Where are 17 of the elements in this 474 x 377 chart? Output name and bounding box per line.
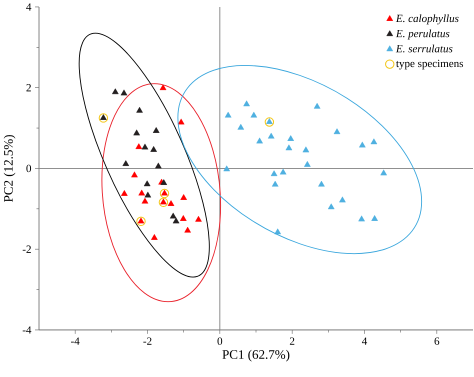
y-axis-title: PC2 (12.5%) bbox=[4, 135, 16, 202]
legend-label: E. calophyllus bbox=[396, 14, 459, 24]
y-tick-label: 2 bbox=[26, 84, 31, 92]
legend-label: E. perulatus bbox=[396, 30, 450, 40]
y-tick-label: -4 bbox=[22, 326, 32, 334]
x-tick-label: 2 bbox=[290, 338, 294, 345]
legend-label: type specimens bbox=[396, 60, 464, 70]
x-tick-label: -2 bbox=[143, 338, 152, 345]
y-tick-label: -2 bbox=[22, 246, 31, 253]
x-tick-label: -4 bbox=[70, 338, 80, 345]
y-tick-label: 4 bbox=[26, 3, 32, 11]
x-tick-label: 0 bbox=[218, 338, 222, 345]
x-axis-title: PC1 (62.7%) bbox=[222, 350, 290, 362]
x-tick-label: 6 bbox=[434, 338, 440, 345]
legend-label: E. serrulatus bbox=[396, 44, 452, 52]
x-tick-label: 4 bbox=[362, 338, 368, 345]
y-tick-label: 0 bbox=[26, 164, 32, 172]
